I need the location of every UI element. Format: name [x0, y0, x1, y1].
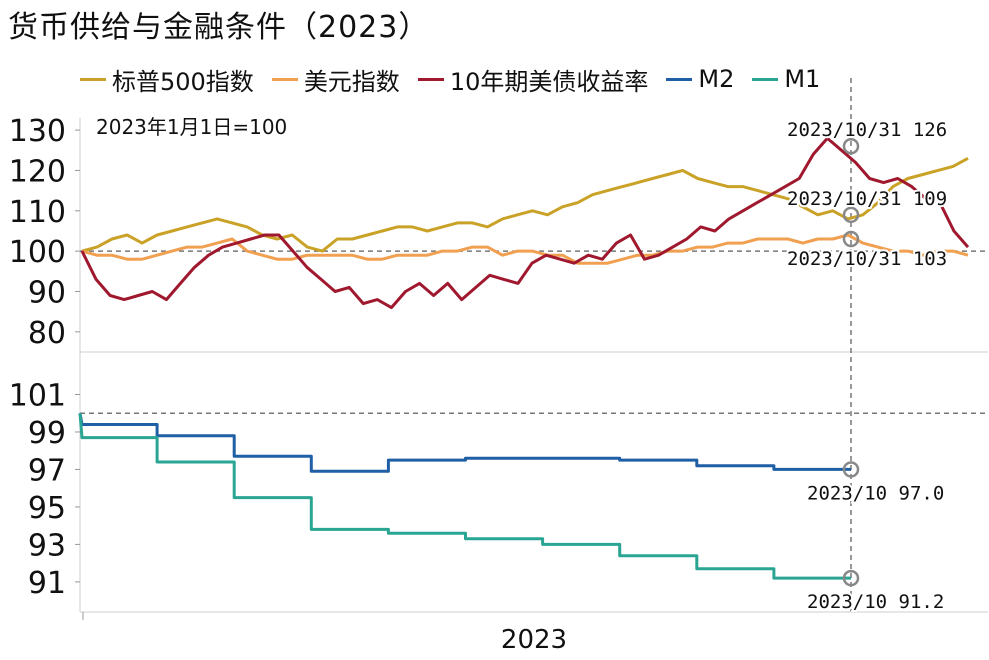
legend-label-m2: M2	[698, 65, 735, 93]
y-tick-label: 101	[9, 378, 66, 413]
y-tick-label: 100	[9, 235, 66, 270]
legend-item-dxy: 美元指数	[271, 62, 400, 97]
annotation-label: 2023/10 97.0	[807, 482, 944, 504]
legend-swatch-m2	[666, 77, 693, 81]
panel-note: 2023年1月1日=100	[96, 115, 287, 139]
legend-swatch-m1	[752, 77, 779, 81]
legend-item-m1: M1	[752, 65, 820, 93]
annotation-label: 2023/10/31 103	[787, 248, 947, 270]
series-line-0	[81, 156, 969, 253]
series-layer	[78, 136, 970, 580]
y-tick-label: 130	[9, 114, 66, 149]
step-line-m2	[78, 412, 851, 473]
annotation-label: 2023/10/31 126	[787, 119, 947, 141]
y-tick-label: 91	[28, 566, 66, 601]
legend-label-dxy: 美元指数	[303, 67, 400, 96]
legend: 标普500指数 美元指数 10年期美债收益率 M2 M1	[80, 62, 838, 96]
x-axis-label: 2023	[501, 625, 567, 655]
series-line-1	[81, 233, 969, 265]
y-tick-label: 95	[28, 491, 66, 526]
legend-label-m1: M1	[784, 65, 821, 93]
annotation-label: 2023/10 91.2	[807, 591, 944, 613]
y-tick-label: 110	[9, 195, 66, 230]
annotation-marker	[842, 230, 860, 248]
step-line-m1	[78, 413, 851, 580]
annotation-label: 2023/10/31 109	[787, 188, 947, 210]
annotation-marker	[842, 461, 860, 478]
legend-item-sp500: 标普500指数	[80, 62, 254, 97]
legend-label-sp500: 标普500指数	[112, 67, 254, 96]
chart-title: 货币供给与金融条件（2023）	[8, 10, 430, 45]
y-tick-label: 97	[28, 453, 66, 488]
y-tick-label: 93	[28, 528, 66, 563]
y-tick-label: 80	[28, 316, 66, 351]
annotation-layer: 2023/10/31 126 2023/10/31 109 2023/10/31 1…	[785, 117, 949, 615]
legend-swatch-dxy	[271, 77, 298, 81]
legend-item-m2: M2	[666, 65, 734, 93]
legend-swatch-sp500	[80, 77, 106, 81]
y-tick-label: 120	[9, 154, 66, 189]
legend-swatch-ust10y	[417, 77, 444, 81]
annotation-marker	[842, 569, 860, 587]
annotation-marker	[842, 206, 860, 224]
series-line-2	[80, 136, 970, 310]
legend-label-ust10y: 10年期美债收益率	[449, 67, 649, 96]
y-tick-label: 90	[28, 275, 66, 310]
y-tick-label: 99	[28, 416, 66, 451]
legend-item-ust10y: 10年期美债收益率	[417, 62, 649, 97]
annotation-marker	[842, 137, 860, 155]
